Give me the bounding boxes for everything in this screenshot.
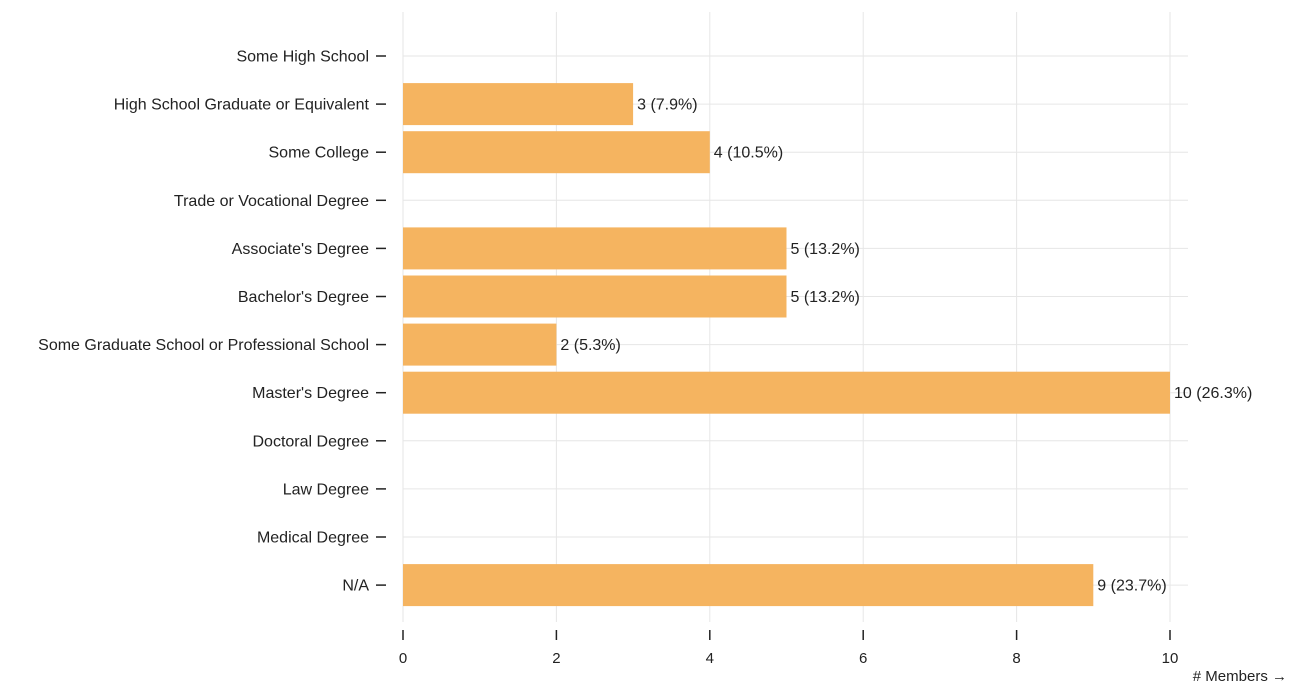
category-label: Law Degree — [283, 481, 369, 498]
category-label: Doctoral Degree — [253, 433, 370, 450]
bar-6 — [403, 323, 557, 366]
bar-2 — [403, 131, 710, 174]
value-label: 5 (13.2%) — [791, 289, 860, 306]
x-tick-label: 6 — [859, 650, 867, 667]
bar-5 — [403, 275, 787, 318]
category-labels: Some High School High School Graduate or … — [38, 49, 386, 595]
category-label: N/A — [342, 578, 369, 595]
category-label: Some High School — [236, 49, 369, 66]
value-label: 4 (10.5%) — [714, 145, 783, 162]
x-tick-label: 0 — [399, 650, 407, 667]
x-tick-label: 8 — [1012, 650, 1020, 667]
value-label: 3 (7.9%) — [637, 97, 697, 114]
value-label: 2 (5.3%) — [560, 337, 620, 354]
value-label: 9 (23.7%) — [1097, 578, 1166, 595]
value-label: 5 (13.2%) — [791, 241, 860, 258]
category-label: Master's Degree — [252, 385, 369, 402]
x-axis-title: # Members → — [1193, 668, 1287, 685]
category-label: Trade or Vocational Degree — [174, 193, 369, 210]
bar-4 — [403, 227, 787, 270]
category-label: High School Graduate or Equivalent — [114, 97, 370, 114]
bar-1 — [403, 83, 634, 126]
category-label: Some Graduate School or Professional Sch… — [38, 337, 369, 354]
bar-11 — [403, 564, 1094, 607]
value-labels: 3 (7.9%) 4 (10.5%) 5 (13.2%) 5 (13.2%) 2 (5.… — [560, 97, 1252, 595]
category-label: Medical Degree — [257, 530, 369, 547]
x-axis: 0 2 4 6 8 10 — [399, 630, 1179, 667]
x-tick-label: 4 — [706, 650, 714, 667]
bar-7 — [403, 371, 1170, 414]
category-label: Associate's Degree — [232, 241, 369, 258]
category-label: Bachelor's Degree — [238, 289, 369, 306]
x-tick-label: 10 — [1162, 650, 1179, 667]
value-label: 10 (26.3%) — [1174, 385, 1252, 402]
category-label: Some College — [269, 145, 370, 162]
x-tick-label: 2 — [552, 650, 560, 667]
bars — [403, 83, 1170, 607]
